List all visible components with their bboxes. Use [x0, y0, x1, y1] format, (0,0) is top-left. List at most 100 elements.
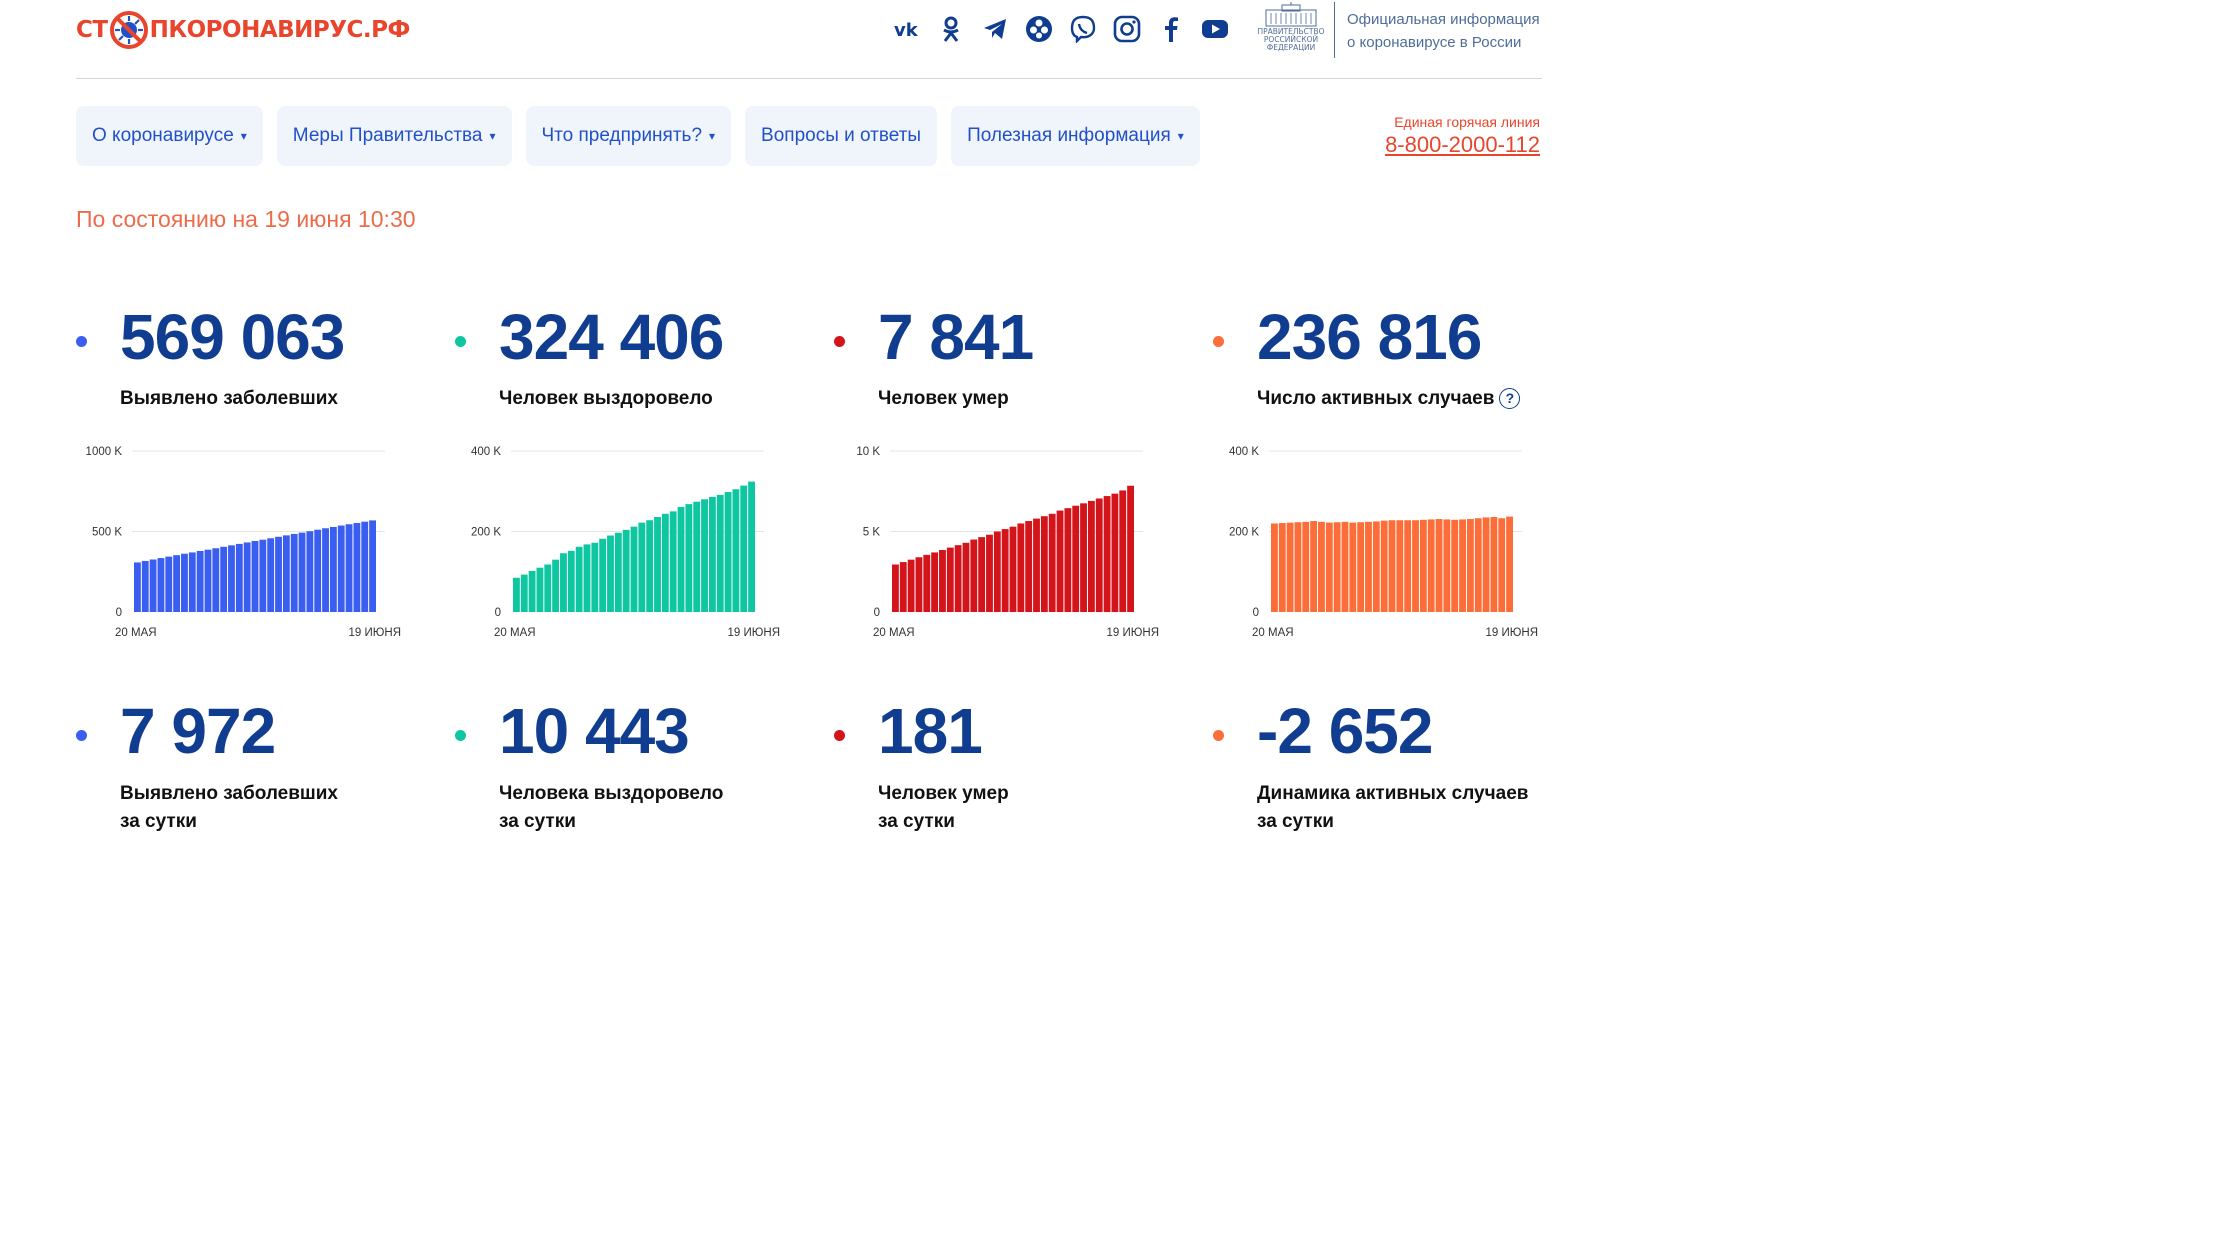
bar-chart: 0 200 K 400 K 20 МАЯ 19 ИЮНЯ [1229, 446, 1538, 639]
youtube-icon [1202, 20, 1228, 38]
y-tick-label: 400 K [471, 446, 501, 458]
chart-bar [1506, 516, 1513, 612]
x-tick-label-start: 20 МАЯ [1252, 627, 1294, 639]
chart-bar [1095, 498, 1103, 612]
svg-text:vk: vk [894, 20, 919, 41]
chart-bar [1349, 522, 1357, 612]
chart-bar [607, 535, 614, 612]
nav-faq[interactable]: Вопросы и ответы [745, 106, 938, 166]
hotline-phone-link[interactable]: 8-800-2000-112 [1385, 132, 1540, 157]
viber-link[interactable] [1068, 12, 1098, 46]
stat-label-suffix: за сутки [1257, 811, 1334, 832]
facebook-link[interactable] [1156, 12, 1186, 46]
chart-bar [575, 546, 583, 612]
facebook-icon [1165, 17, 1178, 42]
stat-label: Человек выздоровело [499, 388, 713, 409]
yandex-zen-icon [1026, 16, 1052, 42]
chart-bar [1372, 521, 1380, 612]
stat-value: 181 [878, 695, 983, 767]
chevron-down-icon: ▾ [1177, 129, 1184, 143]
chart-bar [353, 522, 361, 612]
logo-text-start: СТ [76, 17, 108, 43]
nav-useful-info[interactable]: Полезная информация ▾ [951, 106, 1200, 166]
nav-item-label: Полезная информация [967, 125, 1171, 146]
odnoklassniki-link[interactable] [936, 12, 966, 46]
chart-bar [1404, 520, 1412, 612]
telegram-link[interactable] [980, 12, 1010, 46]
stat-value: 569 063 [120, 301, 345, 373]
chart-bar [314, 529, 322, 612]
chart-bar [732, 489, 740, 612]
status-dot [834, 730, 845, 741]
chart-bar [646, 520, 654, 612]
status-dot [76, 730, 87, 741]
instagram-link[interactable] [1112, 12, 1142, 46]
chart-bar [923, 554, 931, 612]
x-tick-label-end: 19 ИЮНЯ [1107, 627, 1159, 639]
chart-bar [290, 533, 298, 612]
chart-bar [235, 543, 243, 612]
chart-bar [188, 552, 196, 612]
nav-item-label: О коронавирусе [92, 125, 234, 146]
chart-bar [1127, 485, 1134, 612]
chart-bar [1087, 500, 1095, 612]
chart-bar [677, 506, 685, 612]
hotline: Единая горячая линия 8-800-2000-112 [1385, 114, 1540, 158]
stat-value: 7 841 [878, 301, 1034, 373]
chart-bar [1286, 522, 1294, 612]
government-logo[interactable]: ПРАВИТЕЛЬСТВО РОССИЙСКОЙ ФЕДЕРАЦИИ [1256, 2, 1326, 56]
chart-bar [630, 526, 638, 612]
vk-link[interactable]: vk [892, 12, 922, 46]
telegram-icon [984, 19, 1006, 39]
yandex-zen-link[interactable] [1024, 12, 1054, 46]
chart-bar [1056, 510, 1064, 612]
chart-bar [1474, 518, 1482, 612]
chart-bar [1380, 520, 1388, 612]
chart-bar [149, 559, 157, 612]
chart-bar [1001, 529, 1009, 612]
chart-bar [1302, 521, 1310, 612]
stat-value: -2 652 [1257, 695, 1433, 767]
nav-government-measures[interactable]: Меры Правительства ▾ [276, 106, 512, 166]
y-tick-label: 200 K [471, 527, 501, 539]
chart-bar [361, 521, 369, 612]
chart-bar [892, 564, 899, 612]
chart-bar [520, 574, 528, 612]
nav-about-coronavirus[interactable]: О коронавирусе ▾ [76, 106, 263, 166]
chart-bar [251, 541, 259, 612]
help-icon[interactable]: ? [1499, 387, 1521, 409]
chart-bar [1443, 519, 1451, 612]
chart-bar [1294, 522, 1302, 612]
chart-bar [1040, 516, 1048, 612]
chart-bar [322, 528, 329, 612]
chart-bar [1271, 523, 1278, 612]
x-tick-label-start: 20 МАЯ [115, 627, 157, 639]
chart-bar [1072, 505, 1080, 612]
stat-label: Динамика активных случаев [1257, 783, 1529, 804]
chart-bar [1119, 490, 1127, 612]
chart-bar [1080, 503, 1087, 612]
logo-text-domain: .РФ [362, 17, 410, 43]
y-tick-label: 500 K [92, 527, 122, 539]
nav-what-to-do[interactable]: Что предпринять? ▾ [525, 106, 732, 166]
chart-bar [661, 513, 669, 612]
government-building-icon [1265, 2, 1317, 27]
chart-bar [1419, 519, 1427, 612]
youtube-link[interactable] [1200, 12, 1230, 46]
site-logo[interactable]: СТ ПКОРОНАВИРУС .РФ [76, 8, 410, 52]
chart-bar [544, 564, 552, 612]
viber-icon [1070, 15, 1096, 43]
chevron-down-icon: ▾ [709, 129, 716, 143]
y-tick-label: 200 K [1229, 527, 1259, 539]
status-dot [455, 730, 466, 741]
chart-bar [946, 547, 954, 612]
instagram-icon [1113, 15, 1141, 43]
chart-bar [267, 538, 275, 612]
chart-bar [1278, 523, 1286, 612]
stat-label: Выявлено заболевших [120, 783, 338, 804]
chart-bar [165, 556, 173, 612]
chart-bar [157, 558, 165, 612]
stat-label-suffix: за сутки [878, 811, 955, 832]
chart-bar [708, 496, 716, 612]
chart-bar [962, 542, 970, 612]
